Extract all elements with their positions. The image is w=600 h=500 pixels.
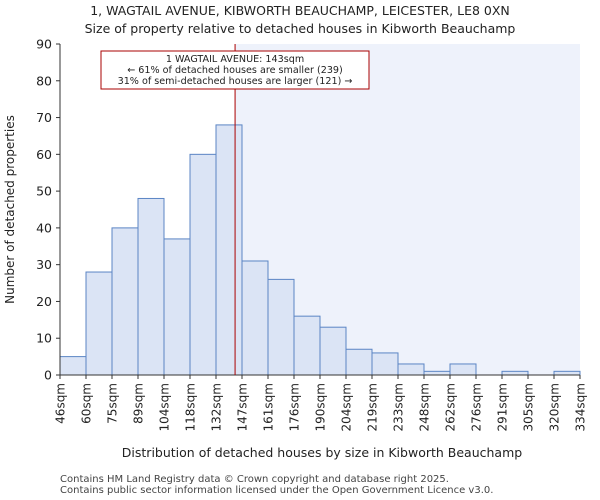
y-tick-label: 30 (36, 257, 52, 272)
y-tick-label: 20 (36, 294, 52, 309)
y-tick-label: 0 (44, 368, 52, 383)
x-tick-label: 219sqm (366, 383, 380, 431)
bar (59, 356, 87, 376)
x-tick-label: 132sqm (210, 383, 224, 431)
x-tick-label: 190sqm (314, 383, 328, 431)
bar (553, 370, 581, 376)
x-axis-label: Distribution of detached houses by size … (122, 445, 522, 460)
y-tick-label: 80 (36, 73, 52, 88)
x-tick-label: 161sqm (262, 383, 276, 431)
y-axis: 0 10 20 30 40 50 60 70 80 90 (36, 37, 61, 383)
x-tick-label: 60sqm (80, 383, 94, 424)
x-tick-label: 305sqm (522, 383, 536, 431)
bar (449, 363, 477, 376)
y-tick-label: 50 (36, 184, 52, 199)
x-tick-label: 176sqm (288, 383, 302, 431)
x-axis: 46sqm 60sqm 75sqm 89sqm 104sqm 118sqm 132sqm 14… (54, 374, 588, 431)
x-tick-label: 276sqm (470, 383, 484, 431)
x-tick-label: 233sqm (392, 383, 406, 431)
annotation-line-2: ← 61% of detached houses are smaller (23… (127, 65, 343, 76)
x-tick-label: 320sqm (548, 383, 562, 431)
footer-licence: Contains public sector information licen… (60, 485, 494, 496)
y-tick-label: 10 (36, 331, 52, 346)
bar (189, 153, 217, 376)
bar (423, 370, 451, 376)
y-tick-label: 90 (36, 37, 52, 52)
annotation-box (100, 50, 370, 90)
y-tick-label: 40 (36, 220, 52, 235)
x-tick-label: 147sqm (236, 383, 250, 431)
bar (345, 348, 373, 376)
footer-copyright: Contains HM Land Registry data © Crown c… (60, 474, 449, 485)
bar (319, 326, 347, 376)
annotation-line-1: 1 WAGTAIL AVENUE: 143sqm (166, 54, 304, 65)
bar (267, 278, 295, 376)
x-tick-label: 204sqm (340, 383, 354, 431)
bar (215, 124, 243, 376)
x-tick-label: 291sqm (496, 383, 510, 431)
x-tick-label: 104sqm (158, 383, 172, 431)
y-tick-label: 60 (36, 147, 52, 162)
chart-title: 1, WAGTAIL AVENUE, KIBWORTH BEAUCHAMP, L… (90, 3, 510, 18)
x-tick-label: 118sqm (184, 383, 198, 431)
x-tick-label: 334sqm (574, 383, 588, 431)
bar (163, 238, 191, 376)
x-tick-label: 262sqm (444, 383, 458, 431)
y-tick-label: 70 (36, 110, 52, 125)
bar (397, 363, 425, 376)
annotation-line-3: 31% of semi-detached houses are larger (… (118, 76, 353, 87)
bar (111, 227, 139, 376)
bar (241, 260, 269, 376)
bar (137, 197, 165, 376)
bar (85, 271, 113, 376)
bar (293, 315, 321, 376)
x-tick-label: 248sqm (418, 383, 432, 431)
y-axis-label: Number of detached properties (3, 115, 17, 304)
bars-group (59, 124, 581, 376)
bar (501, 370, 529, 376)
chart-subtitle: Size of property relative to detached ho… (84, 21, 516, 36)
x-tick-label: 89sqm (132, 383, 146, 424)
x-tick-label: 46sqm (54, 383, 68, 424)
bar (371, 352, 399, 376)
x-tick-label: 75sqm (106, 383, 120, 424)
